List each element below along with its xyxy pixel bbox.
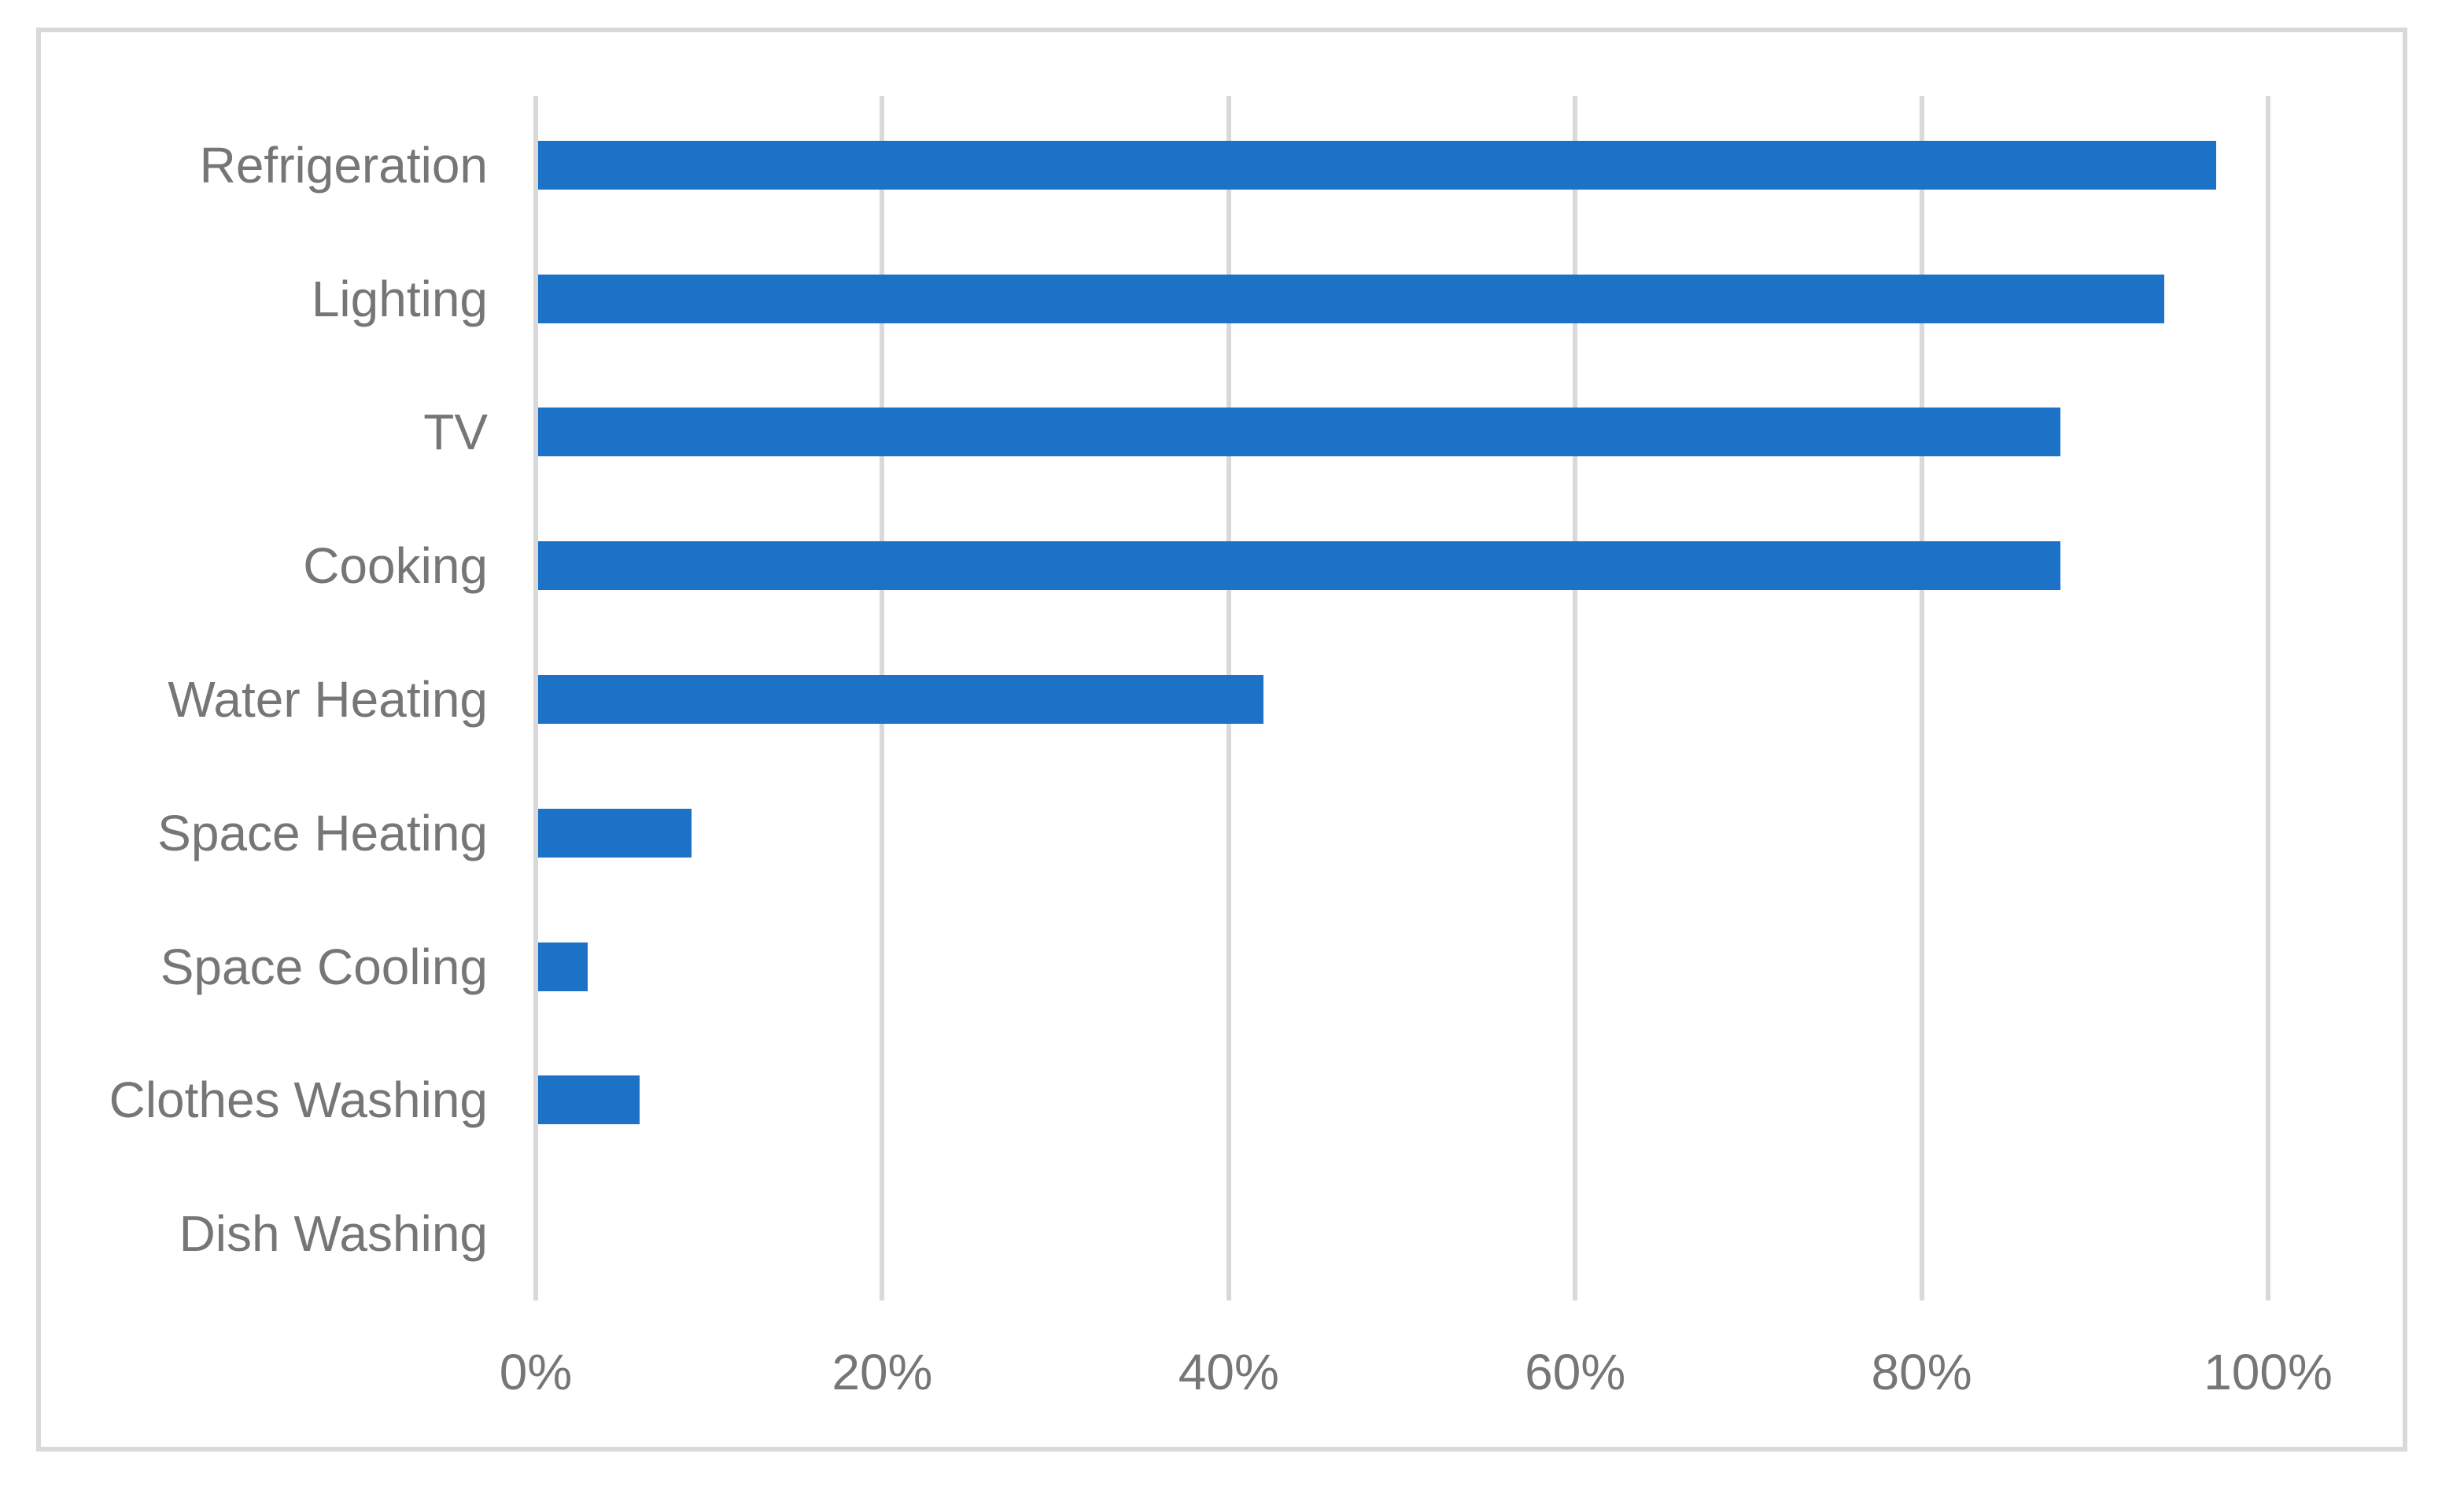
bar-space-heating — [538, 808, 692, 858]
category-label: Water Heating — [168, 670, 488, 728]
x-tick-label: 20% — [832, 1344, 933, 1400]
x-tick-label: 100% — [2204, 1344, 2333, 1400]
category-label: TV — [423, 404, 488, 461]
category-axis-line — [533, 96, 538, 1300]
chart-border — [36, 28, 2407, 1452]
category-label: Space Cooling — [160, 938, 488, 995]
bar-lighting — [538, 274, 2164, 323]
gridline — [1919, 96, 1924, 1300]
bar-space-cooling — [538, 942, 588, 991]
x-tick-label: 60% — [1525, 1344, 1626, 1400]
category-label: Cooking — [303, 537, 488, 595]
bar-refrigeration — [538, 140, 2216, 190]
category-label: Space Heating — [157, 804, 488, 861]
x-tick-label: 80% — [1871, 1344, 1972, 1400]
bar-water-heating — [538, 675, 1263, 724]
category-label: Clothes Washing — [109, 1072, 488, 1129]
category-label: Dish Washing — [179, 1205, 488, 1263]
bar-cooking — [538, 541, 2060, 591]
gridline — [1573, 96, 1578, 1300]
x-tick-label: 0% — [499, 1344, 573, 1400]
bar-tv — [538, 408, 2060, 457]
category-label: Refrigeration — [199, 136, 488, 194]
gridline — [2266, 96, 2270, 1300]
bar-clothes-washing — [538, 1075, 640, 1125]
x-tick-label: 40% — [1178, 1344, 1279, 1400]
category-label: Lighting — [311, 270, 488, 327]
